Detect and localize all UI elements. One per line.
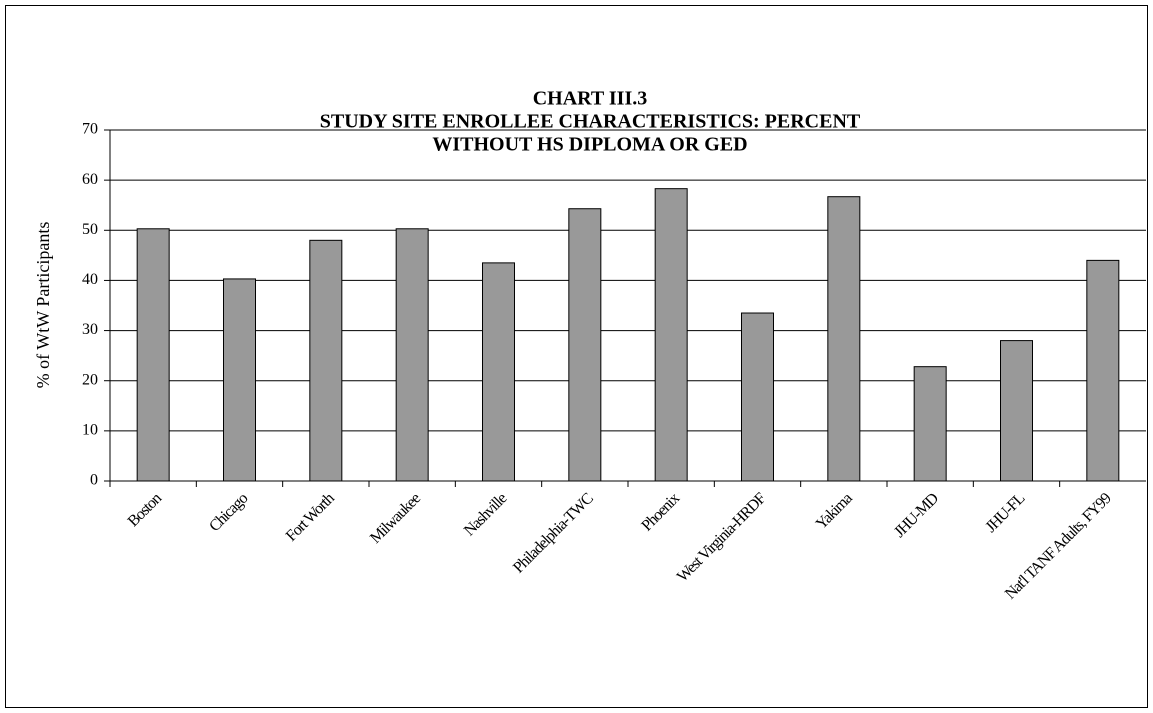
y-tick-label: 30	[82, 321, 98, 338]
chart-title: WITHOUT HS DIPLOMA OR GED	[432, 134, 747, 156]
bar	[223, 278, 256, 482]
bar	[568, 208, 602, 482]
bar	[395, 228, 429, 482]
y-tick-label: 60	[82, 171, 98, 188]
bar	[913, 366, 947, 482]
bar	[654, 188, 688, 482]
bar	[741, 312, 774, 482]
y-axis-label: % of WtW Participants	[33, 222, 53, 389]
y-tick-label: 20	[82, 371, 98, 388]
bar	[482, 262, 515, 482]
y-tick-label: 10	[82, 422, 98, 439]
bar	[827, 196, 861, 482]
chart-title: STUDY SITE ENROLLEE CHARACTERISTICS: PER…	[320, 111, 861, 133]
chart-title: CHART III.3	[533, 88, 648, 110]
bar	[309, 239, 343, 482]
y-tick-label: 70	[82, 121, 98, 138]
y-tick-label: 50	[82, 221, 98, 238]
bar	[1086, 259, 1120, 482]
y-tick-label: 40	[82, 271, 98, 288]
y-tick-label: 0	[90, 472, 98, 489]
bar	[1000, 340, 1033, 482]
bar	[136, 228, 170, 482]
